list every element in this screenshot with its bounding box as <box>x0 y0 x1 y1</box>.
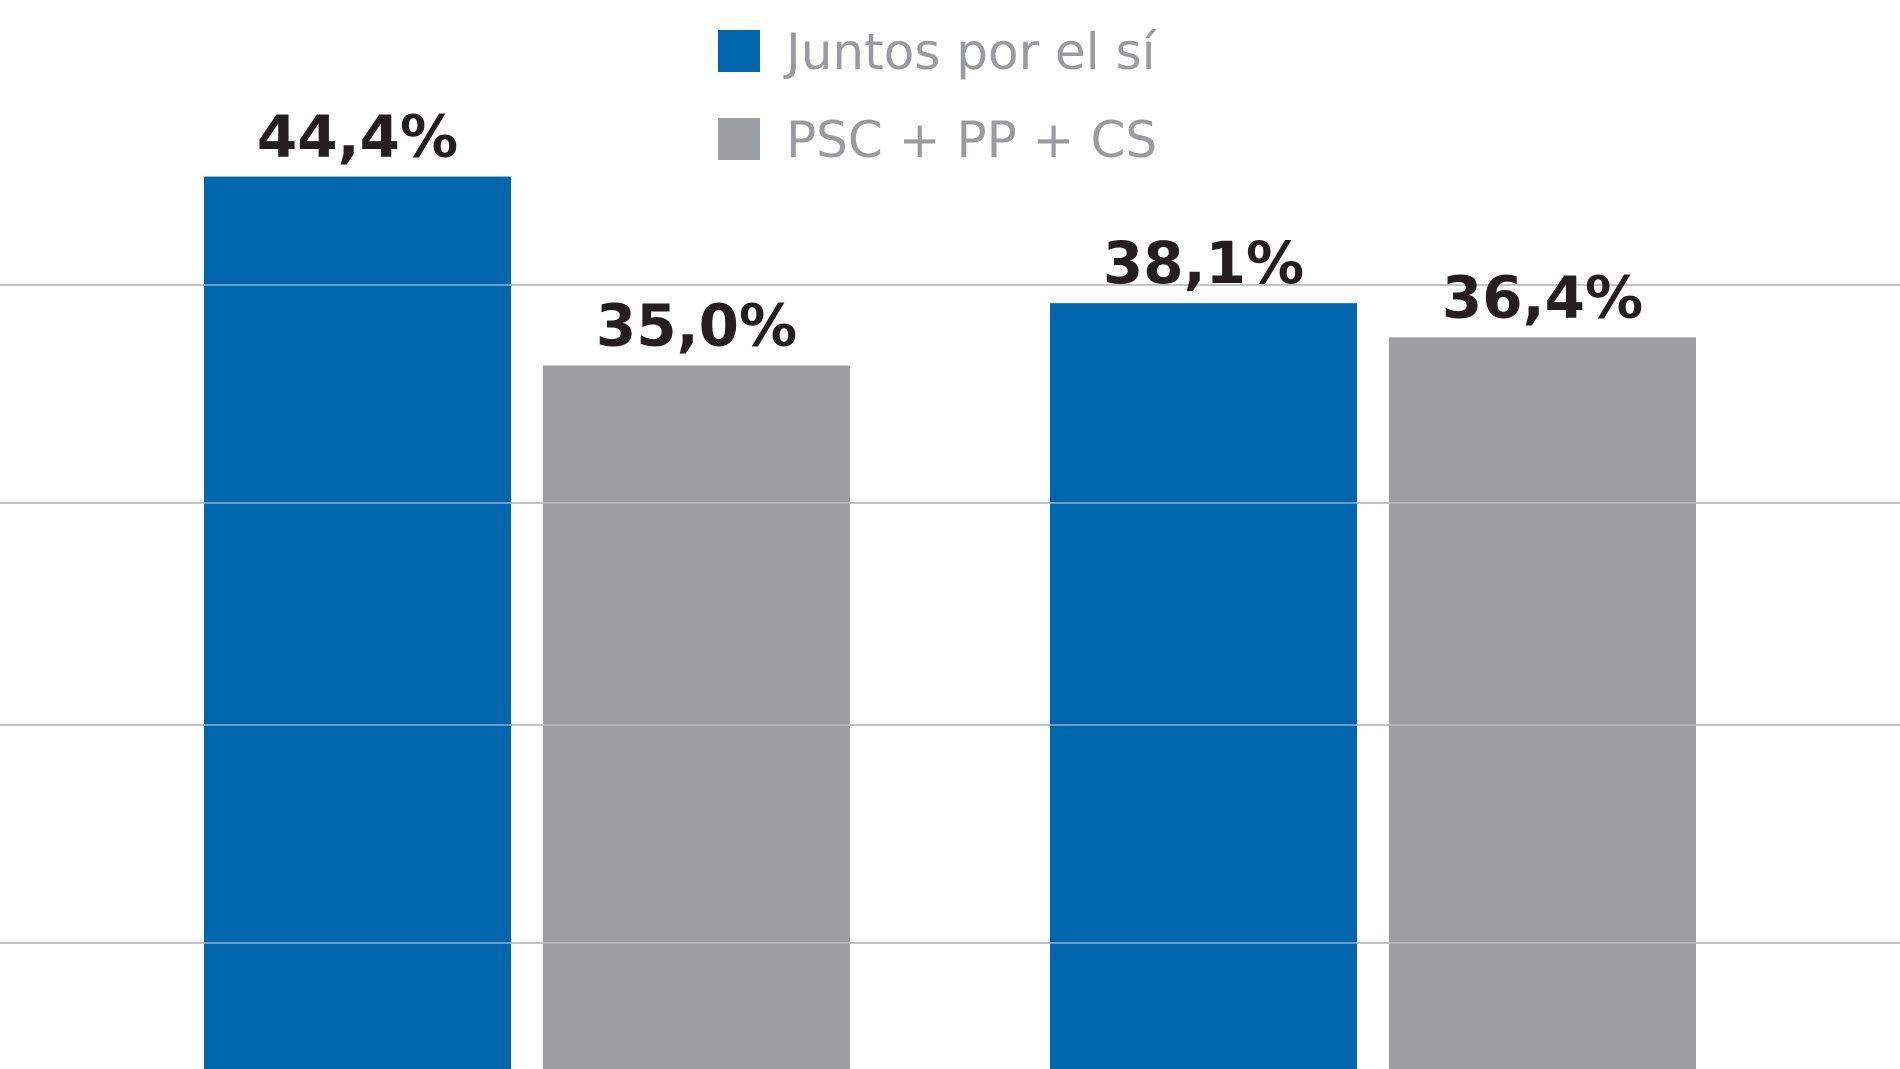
bar-series-2-group-2 <box>1389 337 1696 1069</box>
bar-series-2-group-1 <box>543 365 850 1069</box>
legend-swatch-psc-pp-cs <box>718 118 760 160</box>
legend-label-juntos: Juntos por el sí <box>783 23 1158 81</box>
bars <box>204 176 1696 1069</box>
value-label-series-1-group-1: 44,4% <box>257 103 458 171</box>
gridlines-overlay <box>0 284 1900 944</box>
legend-swatch-juntos <box>718 30 760 72</box>
legend: Juntos por el sí PSC + PP + CS <box>718 23 1158 169</box>
value-label-series-2-group-2: 36,4% <box>1442 263 1643 331</box>
legend-label-psc-pp-cs: PSC + PP + CS <box>786 111 1157 169</box>
value-labels: 44,4% 38,1% 35,0% 36,4% <box>257 103 1643 360</box>
bar-series-1-group-2 <box>1050 303 1357 1069</box>
value-label-series-1-group-2: 38,1% <box>1103 229 1304 297</box>
value-label-series-2-group-1: 35,0% <box>596 292 797 360</box>
bar-series-1-group-1 <box>204 176 511 1069</box>
